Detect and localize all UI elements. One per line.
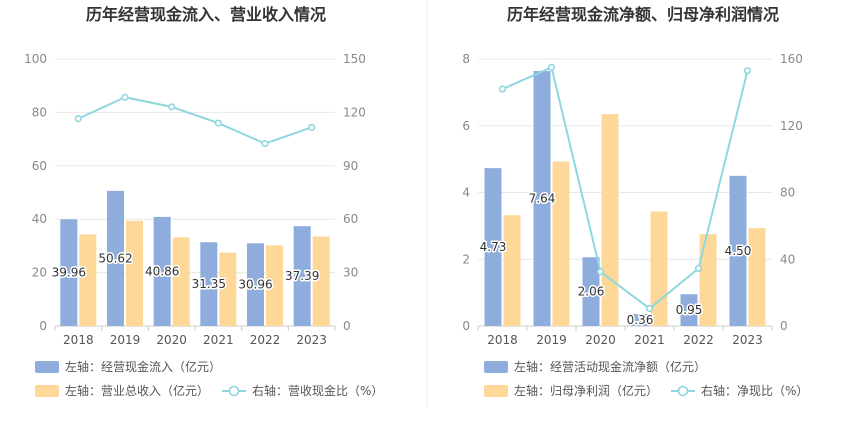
chart-2-bar-data-label: 2.06 (578, 285, 605, 299)
chart-1-bar-secondary (312, 236, 330, 326)
chart-2-bar-secondary (699, 234, 717, 326)
chart-2-left-tick-label: 2 (462, 252, 470, 266)
chart-1-ratio-point (74, 115, 82, 123)
chart-1-right-tick-label: 120 (343, 105, 366, 119)
chart-1-bar-data-label: 37.39 (285, 269, 319, 283)
chart-2-left-tick-label: 0 (462, 319, 470, 333)
chart-2-x-tick-label: 2018 (487, 333, 518, 347)
chart-2-legend-label: 右轴：净现比（%） (701, 383, 808, 398)
chart-2-x-tick-label: 2019 (536, 333, 567, 347)
chart-1-bar-primary (247, 243, 264, 326)
chart-1-ratio-point (261, 139, 269, 148)
chart-2-ratio-point (743, 67, 752, 75)
chart-2-ratio-point (694, 264, 703, 273)
chart-2-ratio-point (645, 304, 654, 313)
chart-1-title: 历年经营现金流入、营业收入情况 (86, 5, 326, 24)
chart-2-bar-data-label: 4.73 (480, 240, 507, 254)
chart-2-right-tick-label: 40 (780, 252, 795, 266)
chart-2-bar-primary (729, 175, 747, 326)
chart-1-bar-primary (107, 190, 124, 326)
chart-1-bar-data-label: 40.86 (145, 264, 179, 278)
chart-2-right-tick-label: 80 (780, 186, 795, 200)
chart-2-ratio-line (502, 65, 749, 310)
chart-1-x-tick-label: 2018 (63, 333, 94, 347)
chart-1-legend-label: 右轴：营收现金比（%） (252, 383, 383, 398)
chart-1-x-tick-label: 2019 (110, 333, 141, 347)
chart-2-bar-primary (484, 168, 502, 326)
chart-2-x-tick-label: 2020 (585, 333, 616, 347)
chart-2-x-tick-label: 2021 (634, 333, 665, 347)
chart-2-bar-data-label: 7.64 (529, 192, 556, 206)
chart-2-legend-label: 左轴：归母净利润（亿元） (514, 383, 658, 398)
chart-2-right-tick-label: 120 (780, 119, 803, 133)
chart-1-bar-primary (200, 242, 218, 326)
chart-2-bar-primary (582, 257, 600, 326)
chart-2-right-tick-label: 160 (780, 52, 803, 66)
chart-2-bar-data-label: 4.50 (725, 244, 752, 258)
chart-1-ratio-point (168, 103, 176, 111)
chart-1-right-tick-label: 30 (343, 266, 358, 280)
chart-1-left-tick-label: 20 (32, 266, 47, 280)
chart-2-bar-primary (631, 313, 649, 326)
chart-1-x-tick-label: 2021 (203, 333, 234, 347)
chart-1-right-tick-label: 0 (343, 319, 351, 333)
chart-1-bar-secondary (219, 252, 237, 326)
chart-1-bar-data-label: 31.35 (192, 277, 226, 291)
chart-1-left-tick-label: 0 (39, 319, 47, 333)
chart-1-right-tick-label: 60 (343, 212, 358, 226)
chart-1-left-tick-label: 60 (32, 159, 47, 173)
chart-2-title: 历年经营现金流净额、归母净利润情况 (507, 5, 779, 24)
chart-1-legend-swatch-marker (228, 385, 240, 397)
chart-1-left-tick-label: 80 (32, 105, 47, 119)
chart-2-legend-swatch-marker (677, 385, 689, 397)
chart-1-legend-swatch (35, 361, 59, 373)
chart-2-bar-data-label: 0.36 (627, 313, 654, 327)
chart-1-ratio-point (308, 123, 316, 131)
chart-1-x-tick-label: 2020 (156, 333, 187, 347)
chart-1-ratio-point (214, 119, 222, 127)
chart-1-bar-data-label: 50.62 (98, 251, 132, 265)
chart-2-bar-secondary (601, 114, 619, 326)
chart-2-left-tick-label: 4 (462, 186, 470, 200)
chart-2-bar-secondary (748, 228, 766, 326)
chart-2-legend-label: 左轴：经营活动现金流净额（亿元） (514, 359, 706, 374)
chart-2-ratio-point (547, 63, 556, 71)
chart-1-legend-label: 左轴：营业总收入（亿元） (65, 383, 209, 398)
chart-2-left-tick-label: 6 (462, 119, 470, 133)
chart-1-bar-primary (153, 216, 171, 326)
chart-2-ratio-point (498, 85, 507, 93)
chart-1-bar-secondary (266, 245, 283, 326)
chart-1-bar-secondary (126, 220, 143, 326)
chart-1-bar-secondary (172, 237, 190, 326)
chart-1-bar-data-label: 39.96 (52, 266, 86, 280)
chart-2-bar-primary (680, 294, 698, 326)
chart-2-x-tick-label: 2022 (683, 333, 714, 347)
chart-1-x-tick-label: 2023 (296, 333, 327, 347)
chart-2-left-tick-label: 8 (462, 52, 470, 66)
chart-2-x-tick-label: 2023 (732, 333, 763, 347)
chart-1-bar-primary (293, 226, 311, 326)
chart-2-bar-secondary (503, 215, 521, 326)
chart-2-bar-data-label: 0.95 (676, 303, 703, 317)
chart-1-left-tick-label: 100 (24, 52, 47, 66)
chart-2-legend-swatch (484, 385, 508, 397)
chart-1-ratio-line (77, 96, 312, 145)
chart-1-legend-label: 左轴：经营现金流入（亿元） (65, 359, 221, 374)
chart-2-ratio-point (596, 268, 605, 276)
chart-1-right-tick-label: 150 (343, 52, 366, 66)
chart-2-legend-swatch (484, 361, 508, 373)
chart-1-legend-swatch (35, 385, 59, 397)
chart-1-right-tick-label: 90 (343, 159, 358, 173)
chart-1-bar-data-label: 30.96 (238, 278, 272, 292)
chart-1-left-tick-label: 40 (32, 212, 47, 226)
chart-2-right-tick-label: 0 (780, 319, 788, 333)
chart-1-x-tick-label: 2022 (250, 333, 281, 347)
chart-1-bar-primary (60, 219, 78, 326)
chart-2-bar-secondary (552, 161, 570, 326)
chart-2-bar-primary (533, 71, 551, 326)
chart-1-ratio-point (121, 93, 129, 101)
chart-1-bar-secondary (79, 234, 97, 326)
